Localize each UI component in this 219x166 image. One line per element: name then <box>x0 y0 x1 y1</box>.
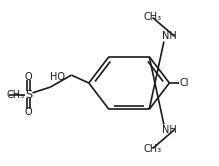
Text: HO: HO <box>50 72 65 82</box>
Text: CH₃: CH₃ <box>144 12 162 22</box>
Text: CH₃: CH₃ <box>7 89 25 100</box>
Text: S: S <box>25 89 32 100</box>
Text: Cl: Cl <box>179 78 189 88</box>
Text: O: O <box>25 107 32 117</box>
Text: CH₃: CH₃ <box>144 144 162 154</box>
Text: O: O <box>25 72 32 82</box>
Text: NH: NH <box>162 125 177 135</box>
Text: NH: NH <box>162 31 177 41</box>
